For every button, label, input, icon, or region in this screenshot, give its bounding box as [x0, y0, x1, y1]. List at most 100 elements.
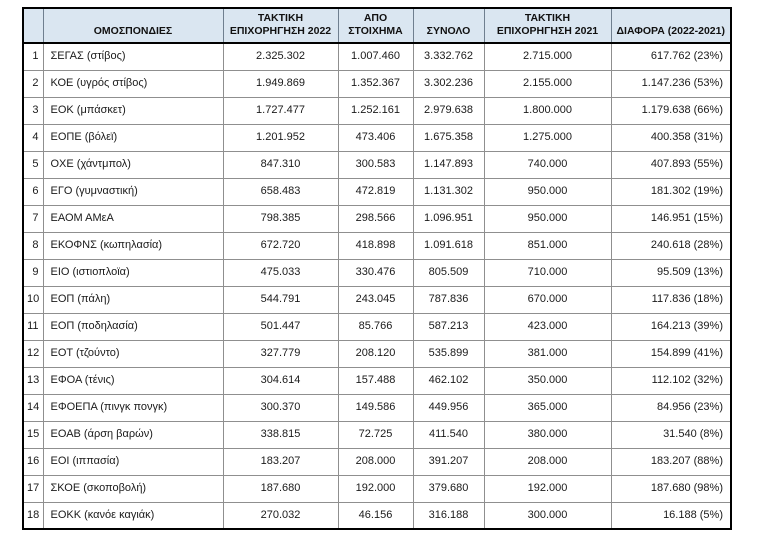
cell-total: 449.956: [412, 393, 485, 422]
cell-num: 6: [22, 177, 44, 206]
cell-grant_2022: 1.949.869: [222, 69, 339, 98]
header-grant-2021: ΤΑΚΤΙΚΗ ΕΠΙΧΟΡΗΓΗΣΗ 2021: [483, 7, 612, 44]
table-row: 13 ΕΦΟΑ (τένις) 304.614 157.488 462.102 350.0…: [22, 366, 732, 395]
cell-betting: 192.000: [337, 474, 414, 503]
cell-grant_2022: 338.815: [222, 420, 339, 449]
table-row: 17 ΣΚΟΕ (σκοποβολή) 187.680 192.000 379.680 1…: [22, 474, 732, 503]
cell-grant_2021: 381.000: [483, 339, 612, 368]
table-row: 1 ΣΕΓΑΣ (στίβος) 2.325.302 1.007.460 3.332.7…: [22, 42, 732, 71]
cell-betting: 149.586: [337, 393, 414, 422]
cell-betting: 1.252.161: [337, 96, 414, 125]
cell-total: 1.675.358: [412, 123, 485, 152]
cell-federation: ΕΙΟ (ιστιοπλοϊα): [42, 258, 224, 287]
cell-grant_2021: 1.275.000: [483, 123, 612, 152]
cell-federation: ΚΟΕ (υγρός στίβος): [42, 69, 224, 98]
cell-num: 3: [22, 96, 44, 125]
cell-federation: ΕΟΠ (ποδηλασία): [42, 312, 224, 341]
cell-grant_2021: 1.800.000: [483, 96, 612, 125]
cell-num: 2: [22, 69, 44, 98]
cell-federation: ΕΟΠ (πάλη): [42, 285, 224, 314]
cell-diff: 407.893 (55%): [610, 150, 732, 179]
table-row: 9 ΕΙΟ (ιστιοπλοϊα) 475.033 330.476 805.509 71…: [22, 258, 732, 287]
cell-num: 13: [22, 366, 44, 395]
cell-grant_2022: 2.325.302: [222, 42, 339, 71]
cell-federation: ΕΦΟΕΠΑ (πινγκ πονγκ): [42, 393, 224, 422]
header-row-number: [22, 7, 44, 44]
cell-grant_2022: 1.201.952: [222, 123, 339, 152]
cell-grant_2022: 544.791: [222, 285, 339, 314]
cell-grant_2021: 423.000: [483, 312, 612, 341]
cell-grant_2021: 670.000: [483, 285, 612, 314]
table-row: 16 ΕΟΙ (ιππασία) 183.207 208.000 391.207 208.…: [22, 447, 732, 476]
cell-betting: 298.566: [337, 204, 414, 233]
cell-grant_2021: 950.000: [483, 177, 612, 206]
cell-betting: 72.725: [337, 420, 414, 449]
cell-num: 10: [22, 285, 44, 314]
cell-diff: 400.358 (31%): [610, 123, 732, 152]
table-row: 18 ΕΟΚΚ (κανόε καγιάκ) 270.032 46.156 316.18…: [22, 501, 732, 530]
header-total: ΣΥΝΟΛΟ: [412, 7, 485, 44]
header-betting: ΑΠΟ ΣΤΟΙΧΗΜΑ: [337, 7, 414, 44]
cell-num: 14: [22, 393, 44, 422]
cell-total: 3.332.762: [412, 42, 485, 71]
cell-diff: 31.540 (8%): [610, 420, 732, 449]
header-grant-2022: ΤΑΚΤΙΚΗ ΕΠΙΧΟΡΗΓΗΣΗ 2022: [222, 7, 339, 44]
cell-betting: 208.000: [337, 447, 414, 476]
cell-federation: ΕΟΚΚ (κανόε καγιάκ): [42, 501, 224, 530]
cell-betting: 473.406: [337, 123, 414, 152]
cell-grant_2021: 300.000: [483, 501, 612, 530]
cell-betting: 46.156: [337, 501, 414, 530]
cell-betting: 1.352.367: [337, 69, 414, 98]
cell-federation: ΕΟΑΒ (άρση βαρών): [42, 420, 224, 449]
cell-grant_2021: 365.000: [483, 393, 612, 422]
table-row: 14 ΕΦΟΕΠΑ (πινγκ πονγκ) 300.370 149.586 449.…: [22, 393, 732, 422]
cell-federation: ΕΟΤ (τζούντο): [42, 339, 224, 368]
cell-betting: 418.898: [337, 231, 414, 260]
cell-federation: ΕΑΟΜ ΑΜεΑ: [42, 204, 224, 233]
cell-betting: 243.045: [337, 285, 414, 314]
table-row: 11 ΕΟΠ (ποδηλασία) 501.447 85.766 587.213 423…: [22, 312, 732, 341]
cell-grant_2022: 798.385: [222, 204, 339, 233]
cell-num: 17: [22, 474, 44, 503]
cell-total: 805.509: [412, 258, 485, 287]
cell-grant_2022: 672.720: [222, 231, 339, 260]
cell-num: 18: [22, 501, 44, 530]
cell-total: 787.836: [412, 285, 485, 314]
cell-grant_2022: 475.033: [222, 258, 339, 287]
cell-grant_2021: 380.000: [483, 420, 612, 449]
cell-grant_2021: 192.000: [483, 474, 612, 503]
cell-total: 1.096.951: [412, 204, 485, 233]
table-row: 15 ΕΟΑΒ (άρση βαρών) 338.815 72.725 411.540 3…: [22, 420, 732, 449]
cell-diff: 1.147.236 (53%): [610, 69, 732, 98]
cell-diff: 117.836 (18%): [610, 285, 732, 314]
cell-federation: ΕΦΟΑ (τένις): [42, 366, 224, 395]
cell-diff: 84.956 (23%): [610, 393, 732, 422]
cell-grant_2021: 208.000: [483, 447, 612, 476]
cell-grant_2022: 1.727.477: [222, 96, 339, 125]
cell-total: 1.131.302: [412, 177, 485, 206]
cell-federation: ΣΕΓΑΣ (στίβος): [42, 42, 224, 71]
cell-grant_2021: 350.000: [483, 366, 612, 395]
cell-betting: 472.819: [337, 177, 414, 206]
cell-num: 4: [22, 123, 44, 152]
cell-diff: 146.951 (15%): [610, 204, 732, 233]
cell-diff: 164.213 (39%): [610, 312, 732, 341]
cell-federation: ΟΧΕ (χάντμπολ): [42, 150, 224, 179]
cell-federation: ΕΟΚ (μπάσκετ): [42, 96, 224, 125]
cell-num: 15: [22, 420, 44, 449]
cell-diff: 1.179.638 (66%): [610, 96, 732, 125]
cell-diff: 16.188 (5%): [610, 501, 732, 530]
table-row: 12 ΕΟΤ (τζούντο) 327.779 208.120 535.899 381.…: [22, 339, 732, 368]
cell-grant_2022: 658.483: [222, 177, 339, 206]
table-row: 4 ΕΟΠΕ (βόλεϊ) 1.201.952 473.406 1.675.358 1.…: [22, 123, 732, 152]
cell-grant_2021: 950.000: [483, 204, 612, 233]
cell-diff: 95.509 (13%): [610, 258, 732, 287]
cell-betting: 330.476: [337, 258, 414, 287]
cell-betting: 157.488: [337, 366, 414, 395]
cell-betting: 85.766: [337, 312, 414, 341]
cell-total: 2.979.638: [412, 96, 485, 125]
cell-diff: 183.207 (88%): [610, 447, 732, 476]
header-row: ΟΜΟΣΠΟΝΔΙΕΣ ΤΑΚΤΙΚΗ ΕΠΙΧΟΡΗΓΗΣΗ 2022 ΑΠΟ…: [22, 7, 732, 44]
cell-total: 391.207: [412, 447, 485, 476]
table-body: 1 ΣΕΓΑΣ (στίβος) 2.325.302 1.007.460 3.332.7…: [22, 42, 732, 530]
